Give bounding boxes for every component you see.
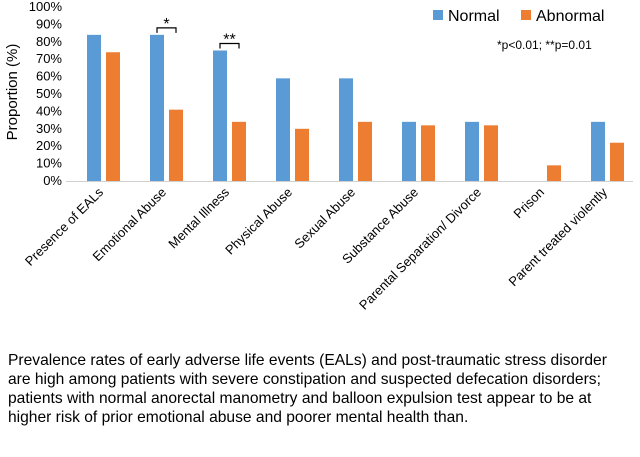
bar-normal — [87, 34, 101, 182]
figure-caption: Prevalence rates of early adverse life e… — [8, 352, 607, 426]
y-tick-label: 50% — [36, 86, 62, 101]
legend-label-normal: Normal — [448, 8, 500, 25]
legend-label-abnormal: Abnormal — [536, 8, 604, 25]
legend: Normal Abnormal — [433, 8, 604, 25]
bar-abnormal — [106, 52, 120, 181]
bar-normal — [276, 78, 290, 181]
bar-abnormal — [295, 128, 309, 181]
bar-normal — [402, 121, 416, 181]
bars — [87, 34, 624, 182]
y-tick-label: 100% — [29, 0, 63, 14]
x-tick-label: Parental Separation/ Divorce — [356, 185, 484, 313]
bar-abnormal — [169, 109, 183, 181]
legend-swatch-abnormal — [521, 10, 531, 20]
y-axis-label: Proportion (%) — [4, 44, 21, 141]
y-tick-label: 60% — [36, 69, 62, 84]
y-tick-label: 80% — [36, 34, 62, 49]
x-tick-label: Physical Abuse — [222, 185, 295, 258]
bar-normal — [150, 34, 164, 182]
significance-star: * — [163, 16, 169, 33]
y-tick-label: 70% — [36, 51, 62, 66]
y-tick-label: 20% — [36, 138, 62, 153]
significance-markers: *** — [156, 16, 240, 49]
significance-bracket — [219, 42, 240, 49]
y-tick-label: 30% — [36, 121, 62, 136]
y-tick-label: 90% — [36, 16, 62, 31]
bar-abnormal — [358, 121, 372, 181]
bar-abnormal — [421, 125, 435, 181]
bar-normal — [591, 121, 605, 181]
y-tick-label: 40% — [36, 103, 62, 118]
significance-bracket — [156, 27, 177, 33]
bar-chart: 0% 10% 20% 30% 40% 50% 60% 70% 80% 90% 100% Presen… — [4, 0, 633, 313]
significance-note: *p<0.01; **p=0.01 — [497, 38, 592, 52]
bar-abnormal — [547, 165, 561, 181]
x-tick-label: Sexual Abuse — [291, 185, 358, 252]
legend-swatch-normal — [433, 10, 443, 20]
x-tick-label: Mental Illness — [165, 184, 232, 251]
bar-normal — [465, 121, 479, 181]
y-tick-label: 10% — [36, 156, 62, 171]
y-axis: 0% 10% 20% 30% 40% 50% 60% 70% 80% 90% 100% — [29, 0, 63, 188]
significance-star: ** — [223, 32, 235, 49]
y-tick-label: 0% — [43, 173, 62, 188]
bar-abnormal — [484, 125, 498, 181]
bar-normal — [213, 50, 227, 181]
bar-abnormal — [610, 142, 624, 181]
bar-normal — [339, 78, 353, 181]
bar-abnormal — [232, 121, 246, 181]
x-tick-label: Prison — [510, 185, 547, 222]
